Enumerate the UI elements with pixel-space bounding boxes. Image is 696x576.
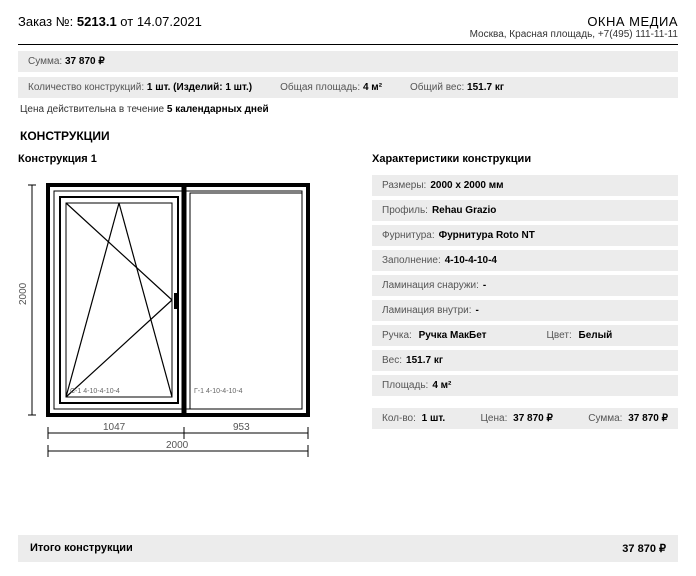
footer-total: Итого конструкции 37 870 ₽ <box>18 535 678 562</box>
order-date: 14.07.2021 <box>137 14 202 29</box>
spec-area: Площадь: 4 м² <box>372 375 678 396</box>
validity-days: 5 календарных дней <box>167 104 269 115</box>
header: Заказ №: 5213.1 от 14.07.2021 ОКНА МЕДИА… <box>18 14 678 40</box>
spec-profile: Профиль: Rehau Grazio <box>372 200 678 221</box>
spec-fill: Заполнение: 4-10-4-10-4 <box>372 250 678 271</box>
spec-hardware: Фурнитура: Фурнитура Roto NT <box>372 225 678 246</box>
svg-text:Г-1 4-10-4-10-4: Г-1 4-10-4-10-4 <box>194 388 243 395</box>
sum-label: Сумма: <box>28 56 62 67</box>
order-label: Заказ №: <box>18 14 73 29</box>
area-value: 4 м² <box>363 82 382 93</box>
left-code: C-1 <box>70 388 81 395</box>
price-validity: Цена действительна в течение 5 календарн… <box>20 104 678 115</box>
footer-label: Итого конструкции <box>30 542 133 555</box>
footer-value: 37 870 ₽ <box>622 542 666 555</box>
construction-row: Конструкция 1 2000 <box>18 153 678 475</box>
right-code: Г-1 <box>194 388 204 395</box>
count-value: 1 шт. (Изделий: 1 шт.) <box>147 82 252 93</box>
dim-left-width: 1047 <box>103 422 126 433</box>
company-address: Москва, Красная площадь, +7(495) 111-11-… <box>470 29 678 40</box>
divider <box>18 44 678 45</box>
summary-sum-bar: Сумма: 37 870 ₽ <box>18 51 678 72</box>
weight-value: 151.7 кг <box>467 82 504 93</box>
right-fill: 4-10-4-10-4 <box>206 388 243 395</box>
dim-right-width: 953 <box>233 422 250 433</box>
specs-column: Характеристики конструкции Размеры: 2000… <box>372 153 678 475</box>
dim-total-width: 2000 <box>166 440 189 451</box>
order-line: Заказ №: 5213.1 от 14.07.2021 <box>18 14 202 29</box>
diagram-column: Конструкция 1 2000 <box>18 153 348 475</box>
spec-lam-out: Ламинация снаружи: - <box>372 275 678 296</box>
spec-weight: Вес: 151.7 кг <box>372 350 678 371</box>
spec-dims: Размеры: 2000 x 2000 мм <box>372 175 678 196</box>
window-diagram: 2000 C-1 4-10 <box>18 175 328 475</box>
svg-text:C-1 4-10-4-10-4: C-1 4-10-4-10-4 <box>70 388 120 395</box>
weight-label: Общий вес: <box>410 82 464 93</box>
construction-totals: Кол-во: 1 шт. Цена: 37 870 ₽ Сумма: 37 8… <box>372 408 678 429</box>
count-label: Количество конструкций: <box>28 82 144 93</box>
company-name: ОКНА МЕДИА <box>470 14 678 29</box>
validity-prefix: Цена действительна в течение <box>20 104 164 115</box>
specs-title: Характеристики конструкции <box>372 153 678 165</box>
order-date-prefix: от <box>120 14 133 29</box>
order-number: 5213.1 <box>77 14 117 29</box>
left-fill: 4-10-4-10-4 <box>83 388 120 395</box>
construction-title: Конструкция 1 <box>18 153 348 165</box>
company-block: ОКНА МЕДИА Москва, Красная площадь, +7(4… <box>470 14 678 40</box>
spec-handle-color: Ручка: Ручка МакБет Цвет: Белый <box>372 325 678 346</box>
spec-lam-in: Ламинация внутри: - <box>372 300 678 321</box>
dim-height: 2000 <box>18 282 29 305</box>
sum-value: 37 870 ₽ <box>65 56 105 67</box>
section-constructions: КОНСТРУКЦИИ <box>20 129 678 143</box>
summary-details-bar: Количество конструкций: 1 шт. (Изделий: … <box>18 77 678 98</box>
area-label: Общая площадь: <box>280 82 360 93</box>
